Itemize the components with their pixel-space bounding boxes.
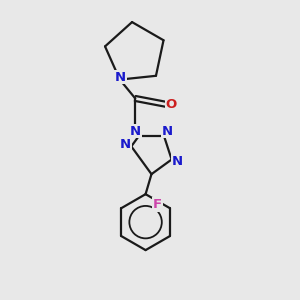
Text: N: N xyxy=(130,124,141,137)
Text: N: N xyxy=(120,138,131,151)
Text: N: N xyxy=(115,71,126,84)
Text: N: N xyxy=(172,155,183,168)
Text: N: N xyxy=(162,124,173,137)
Text: O: O xyxy=(166,98,177,111)
Text: F: F xyxy=(153,198,162,211)
